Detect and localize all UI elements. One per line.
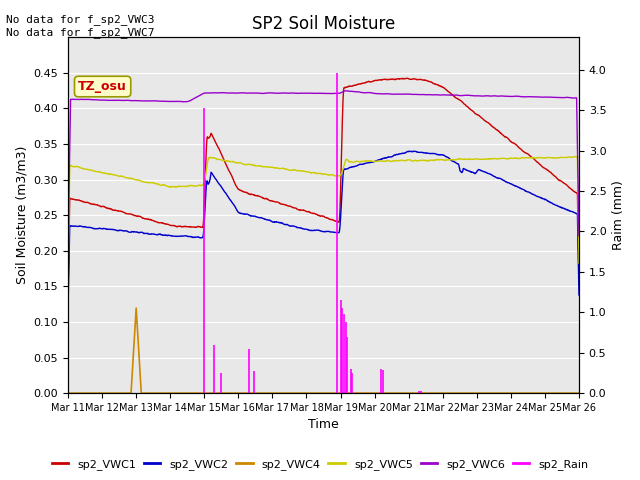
- Text: TZ_osu: TZ_osu: [78, 80, 127, 93]
- Y-axis label: Soil Moisture (m3/m3): Soil Moisture (m3/m3): [15, 146, 28, 285]
- Title: SP2 Soil Moisture: SP2 Soil Moisture: [252, 15, 395, 33]
- Legend: sp2_VWC1, sp2_VWC2, sp2_VWC4, sp2_VWC5, sp2_VWC6, sp2_Rain: sp2_VWC1, sp2_VWC2, sp2_VWC4, sp2_VWC5, …: [47, 455, 593, 474]
- Y-axis label: Raim (mm): Raim (mm): [612, 180, 625, 250]
- Text: No data for f_sp2_VWC3
No data for f_sp2_VWC7: No data for f_sp2_VWC3 No data for f_sp2…: [6, 14, 155, 38]
- X-axis label: Time: Time: [308, 419, 339, 432]
